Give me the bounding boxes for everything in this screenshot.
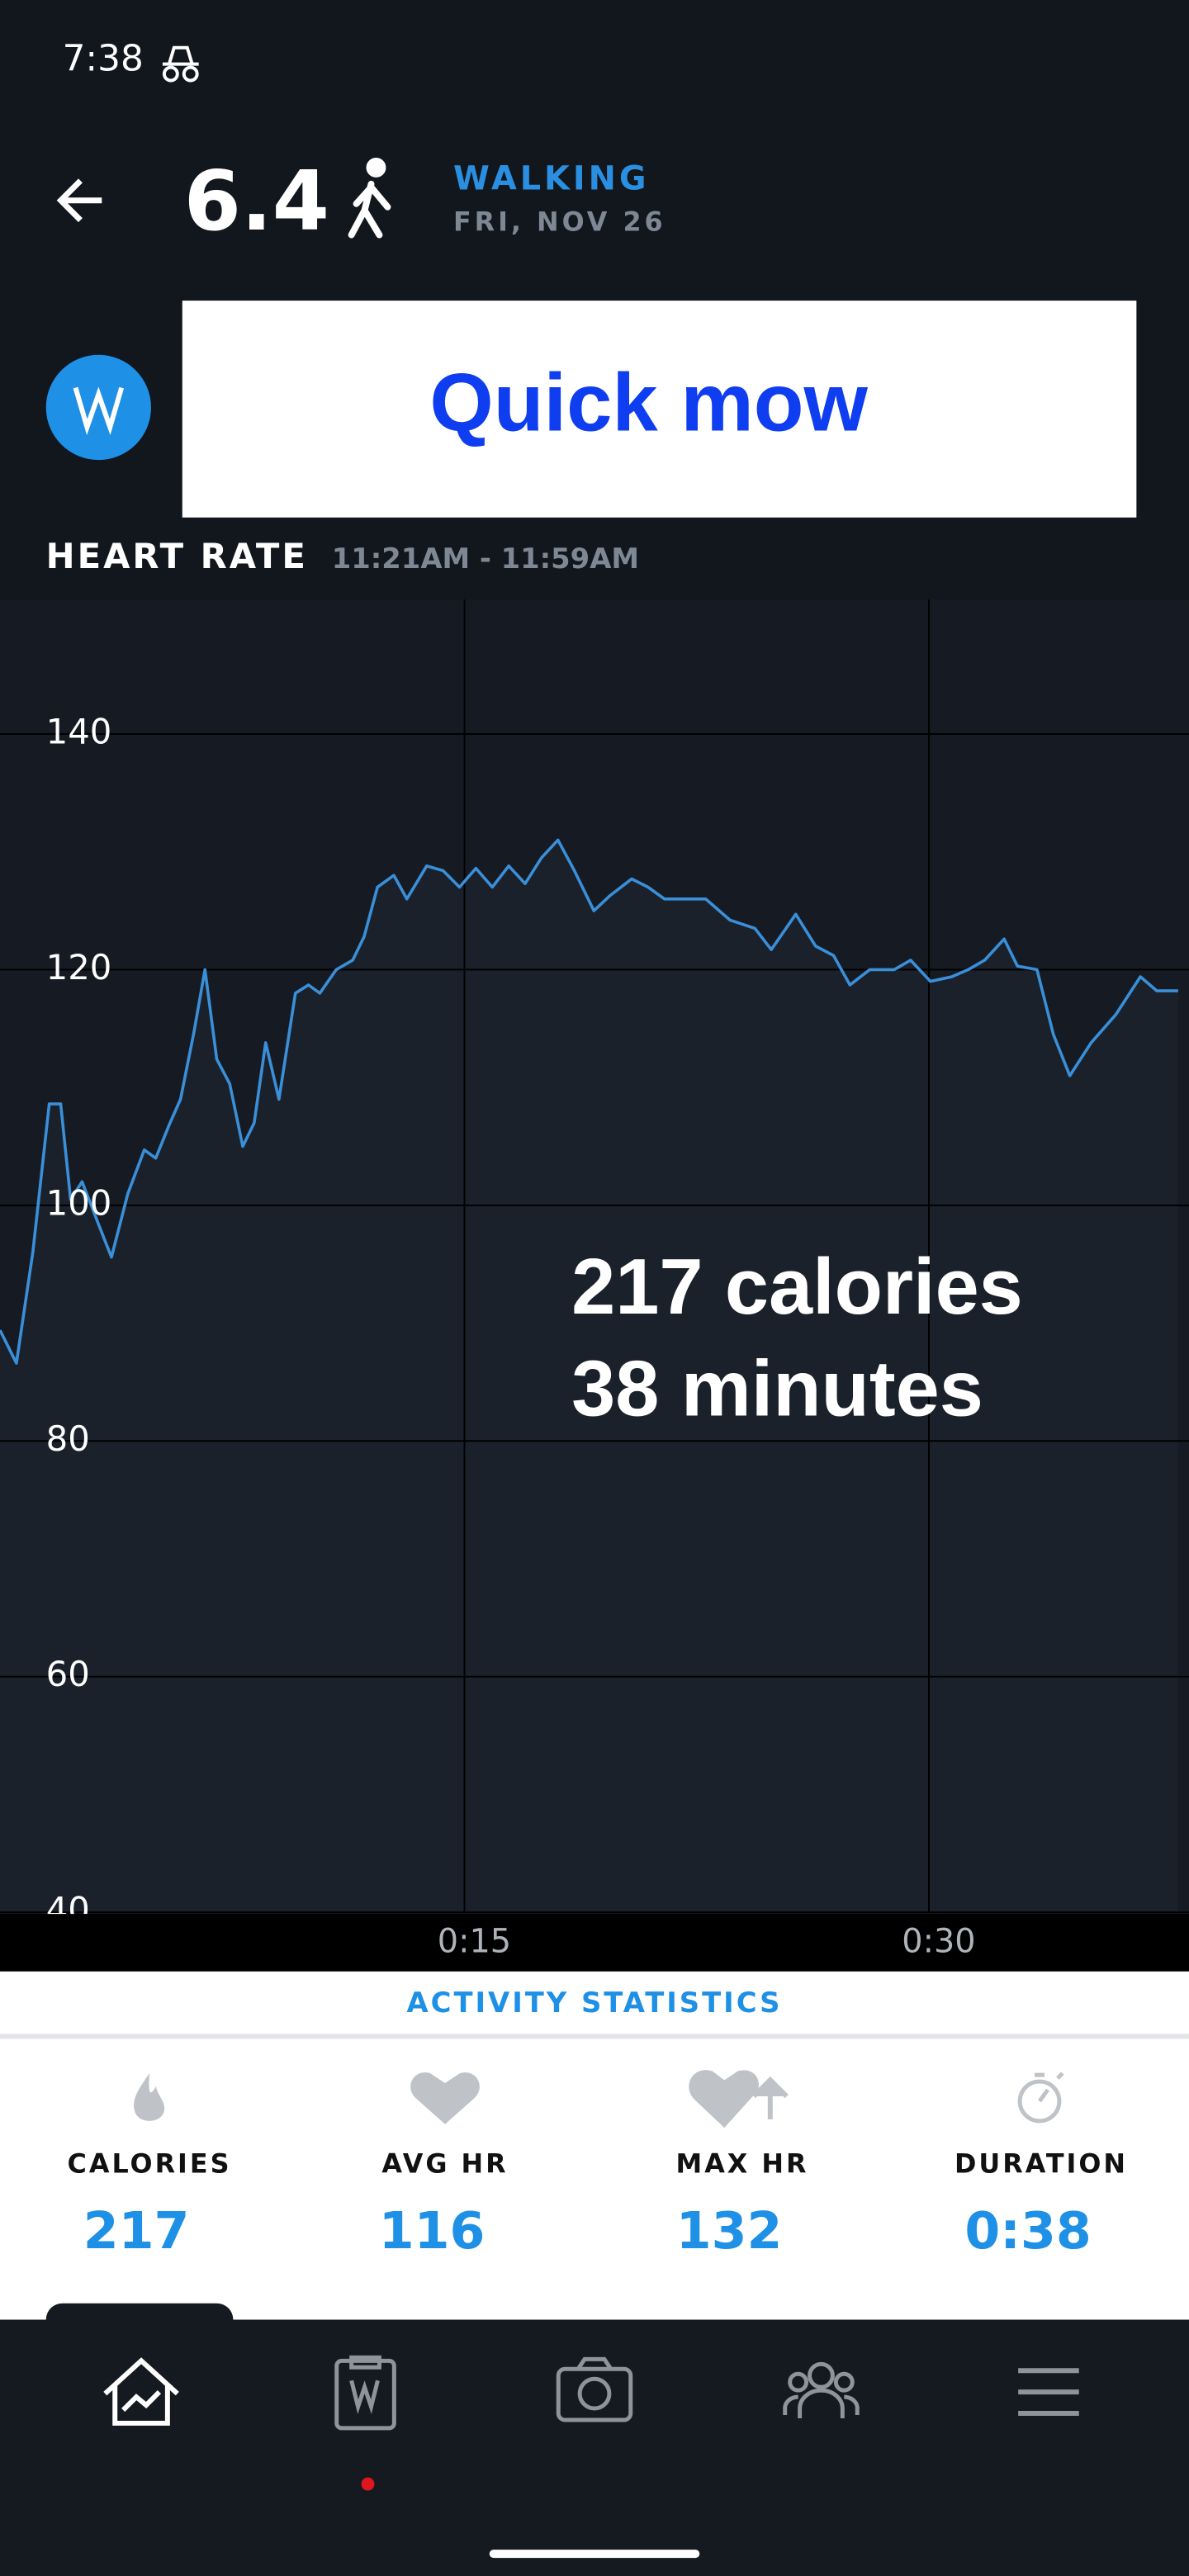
y-tick-label: 100 [46, 1182, 112, 1223]
stat-label: CALORIES [68, 2148, 232, 2180]
annotation: 38 minutes [571, 1346, 983, 1433]
back-button[interactable] [56, 178, 102, 223]
x-axis: 0:15 0:30 [438, 1922, 976, 1960]
stats: CALORIES 217 AVG HR 116 MAX HR 132 DURATION 0:3… [68, 2148, 1128, 2261]
status-time: 7:38 [63, 38, 144, 80]
banner-title: Quick mow [429, 358, 868, 449]
logo-mark [73, 386, 125, 436]
walking-icon [348, 158, 391, 239]
y-tick-label: 140 [46, 711, 112, 751]
calories-icon [134, 2073, 165, 2121]
nav-indicator [45, 2303, 234, 2337]
banner [182, 301, 1137, 518]
y-tick-label: 80 [46, 1418, 90, 1459]
nav-journal[interactable] [334, 2355, 396, 2431]
area [0, 840, 1178, 1913]
chart-title: HEART RATE [46, 536, 308, 576]
chart-subtitle: 11:21AM - 11:59AM [332, 542, 639, 575]
stat-label: DURATION [955, 2148, 1128, 2180]
divider [0, 2034, 1189, 2039]
nav-home[interactable] [103, 2357, 179, 2426]
y-tick-label: 60 [46, 1654, 90, 1694]
stat-value: 116 [379, 2201, 486, 2261]
stat-value: 0:38 [964, 2201, 1091, 2261]
incognito-icon [162, 45, 199, 83]
stat-label: MAX HR [676, 2148, 809, 2180]
score: 6.4 [184, 154, 329, 249]
nav-camera[interactable] [556, 2356, 633, 2422]
x-tick-label: 0:15 [438, 1922, 511, 1960]
nav-bar [0, 2319, 1189, 2576]
stats-title: ACTIVITY STATISTICS [407, 1986, 783, 2019]
stat-value: 217 [83, 2201, 190, 2261]
x-axis-band [0, 1914, 1189, 1972]
activity-type: WALKING [453, 159, 650, 197]
notification-dot [361, 2477, 375, 2491]
activity-date: FRI, NOV 26 [453, 206, 666, 238]
annotation: 217 calories [571, 1243, 1023, 1331]
heart-icon [410, 2072, 480, 2124]
max-hr-icon [689, 2070, 789, 2129]
stat-label: AVG HR [381, 2148, 508, 2180]
home-indicator [489, 2550, 700, 2559]
x-tick-label: 0:30 [902, 1922, 975, 1960]
nav-community[interactable] [783, 2361, 860, 2418]
stats-panel [0, 1971, 1189, 2320]
duration-icon [1017, 2072, 1064, 2124]
line [0, 838, 1178, 1365]
whoop-logo[interactable] [45, 354, 151, 461]
y-tick-label: 120 [46, 947, 112, 987]
stat-value: 132 [676, 2201, 783, 2261]
nav-menu[interactable] [1018, 2368, 1079, 2416]
